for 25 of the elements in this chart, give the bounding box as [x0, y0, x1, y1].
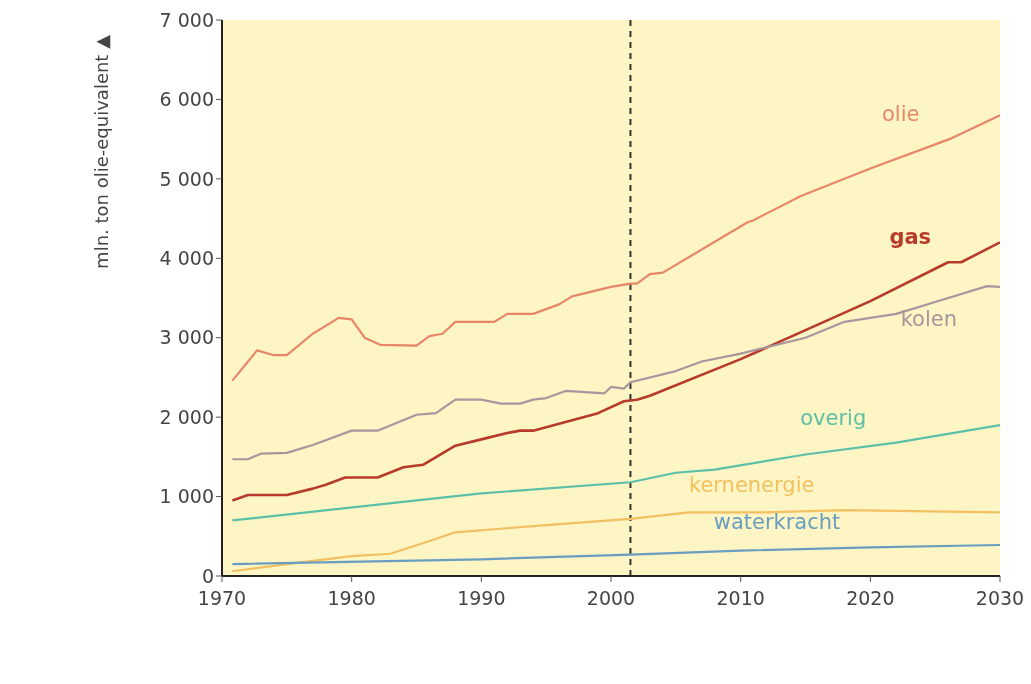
y-tick-label: 5 000	[159, 167, 214, 190]
series-label: gas	[889, 225, 932, 250]
x-tick-label: 2030	[975, 587, 1025, 610]
series-label: kolen	[900, 307, 958, 332]
x-tick-label: 1990	[457, 587, 506, 610]
x-tick-label: 2020	[846, 587, 895, 610]
y-tick-label: 6 000	[159, 88, 214, 111]
series-label: waterkracht	[713, 510, 841, 535]
y-tick-label: 0	[201, 564, 214, 587]
series-label: overig	[800, 405, 867, 430]
y-tick-label: 1 000	[159, 485, 214, 508]
y-tick-label: 4 000	[159, 247, 214, 270]
series-label: kernenergie	[688, 473, 815, 498]
x-tick-label: 1970	[197, 587, 247, 610]
line-series	[231, 508, 1000, 573]
x-tick-label: 2000	[586, 587, 636, 610]
y-axis-title: mln. ton olie-equivalent ▲	[91, 34, 112, 269]
line-series	[231, 284, 1000, 461]
x-tick-label: 2010	[716, 587, 765, 610]
line-series	[231, 543, 1000, 566]
y-tick-label: 2 000	[159, 405, 214, 428]
x-tick-label: 1980	[327, 587, 376, 610]
series-label: olie	[881, 102, 920, 127]
y-tick-label: 7 000	[159, 8, 214, 31]
y-tick-label: 3 000	[159, 326, 214, 349]
